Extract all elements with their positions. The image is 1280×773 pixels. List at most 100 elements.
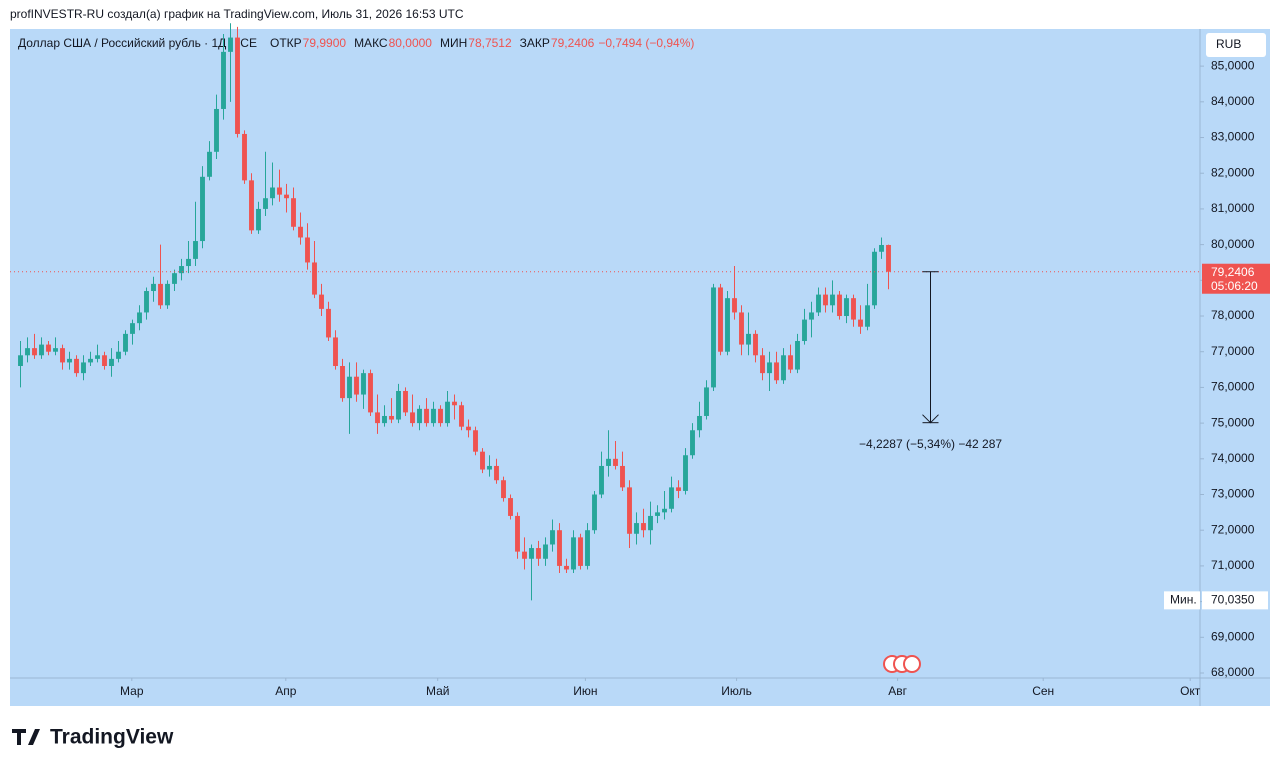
candle-body [634, 523, 639, 534]
candle-body [298, 226, 303, 238]
candle-body [312, 262, 317, 295]
candle-body [88, 358, 93, 363]
candle-body [305, 237, 310, 263]
candle-body [445, 401, 450, 424]
candle-body [60, 348, 65, 363]
candle-body [655, 512, 660, 516]
candle-body [536, 548, 541, 559]
legend-label: МАКС [354, 36, 388, 50]
y-tick-label: 82,0000 [1211, 165, 1255, 179]
candle-body [683, 455, 688, 491]
candle-body [550, 530, 555, 545]
x-tick-label: Мар [120, 684, 144, 698]
candle-body [578, 537, 583, 566]
candle-body [543, 544, 548, 559]
candle-body [606, 458, 611, 466]
candle-body [599, 465, 604, 495]
candle-body [865, 305, 870, 327]
candle-body [452, 401, 457, 406]
x-tick-label: Окт [1180, 684, 1201, 698]
candle-body [382, 415, 387, 424]
y-tick-label: 74,0000 [1211, 451, 1255, 465]
candle-body [284, 194, 289, 199]
candle-body [109, 358, 114, 366]
candle-body [242, 133, 247, 181]
candle-body [494, 465, 499, 481]
chart-bg [10, 29, 1270, 706]
candle-body [788, 355, 793, 370]
candle-body [39, 344, 44, 356]
candle-body [144, 291, 149, 313]
candle-body [858, 319, 863, 327]
candle-body [403, 390, 408, 413]
countdown: 05:06:20 [1211, 279, 1258, 293]
candle-body [102, 355, 107, 366]
candle-body [739, 312, 744, 345]
y-tick-label: 75,0000 [1211, 415, 1255, 429]
candle-body [361, 373, 366, 395]
min-title: Мин. [1170, 593, 1197, 607]
candle-body [816, 294, 821, 313]
candle-body [802, 319, 807, 342]
candle-body [830, 294, 835, 306]
candle-body [746, 333, 751, 345]
candle-body [46, 344, 51, 352]
candle-body [291, 198, 296, 227]
candle-body [263, 198, 268, 209]
candle-body [333, 337, 338, 366]
candle-body [179, 266, 184, 274]
brand: TradingView [50, 726, 174, 749]
candle-body [704, 387, 709, 416]
currency-box [1206, 33, 1266, 57]
x-tick-label: Июн [573, 684, 597, 698]
candle-body [347, 376, 352, 399]
candle-body [879, 244, 884, 252]
legend-label: МИН [440, 36, 467, 50]
legend-label: ЗАКР [520, 36, 550, 50]
candle-body [235, 37, 240, 134]
candle-body [473, 430, 478, 452]
candle-body [795, 341, 800, 370]
candle-body [767, 362, 772, 374]
y-tick-label: 85,0000 [1211, 58, 1255, 72]
min-tag [1202, 591, 1268, 610]
candle-body [123, 333, 128, 352]
candle-body [256, 208, 261, 231]
candle-body [557, 530, 562, 566]
candle-body [438, 408, 443, 424]
candle-body [396, 390, 401, 420]
x-tick-label: Сен [1032, 684, 1054, 698]
y-tick-label: 81,0000 [1211, 201, 1255, 215]
candle-body [781, 355, 786, 381]
candle-body [277, 187, 282, 195]
min-label: 70,0350 [1211, 593, 1255, 607]
candle-body [620, 465, 625, 488]
candle-body [823, 294, 828, 306]
candle-body [627, 487, 632, 534]
candle-body [676, 487, 681, 491]
candle-body [319, 294, 324, 309]
candle-body [480, 451, 485, 470]
candle-body [340, 365, 345, 399]
candle-body [74, 358, 79, 374]
y-tick-label: 69,0000 [1211, 629, 1255, 643]
candle-body [851, 298, 856, 320]
candle-body [389, 415, 394, 420]
y-tick-label: 78,0000 [1211, 308, 1255, 322]
event-icon [903, 655, 921, 673]
candle-body [214, 108, 219, 152]
candle-body [193, 241, 198, 259]
measure-label: −4,2287 (−5,34%) −42 287 [859, 437, 1002, 451]
candle-body [431, 408, 436, 424]
candle-body [487, 465, 492, 470]
candle-body [613, 458, 618, 466]
legend-value: 80,0000 [389, 36, 433, 50]
candle-body [662, 508, 667, 513]
candle-body [753, 333, 758, 356]
y-tick-label: 76,0000 [1211, 380, 1255, 394]
candle-body [375, 412, 380, 424]
candle-body [18, 355, 23, 366]
candle-body [249, 180, 254, 231]
candle-body [690, 430, 695, 456]
